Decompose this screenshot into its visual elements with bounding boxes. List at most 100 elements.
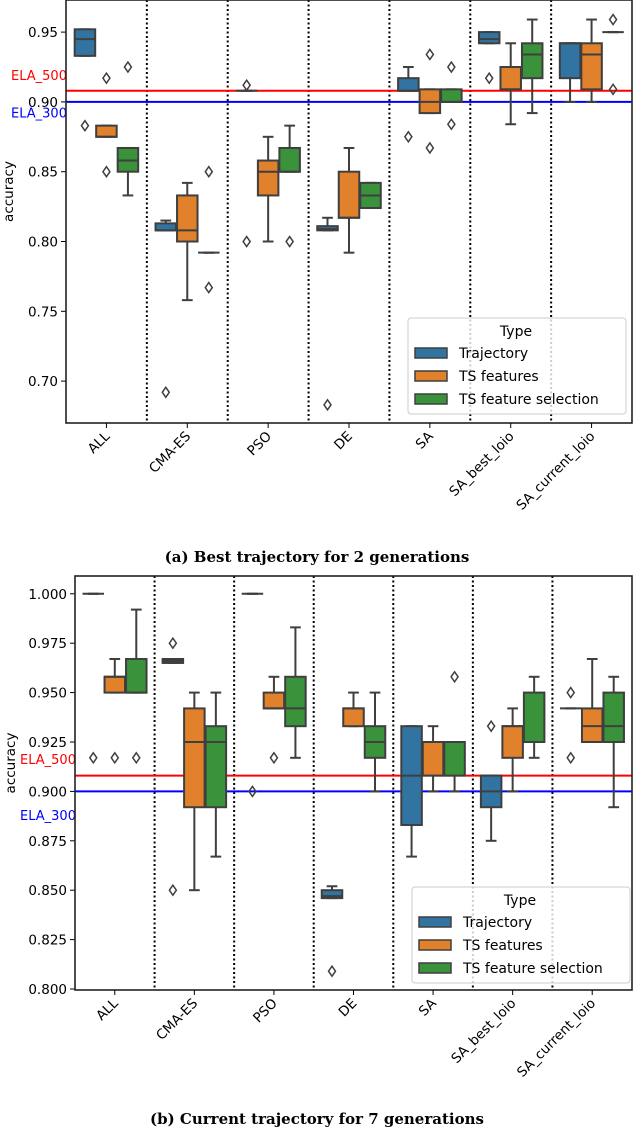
box-body bbox=[499, 66, 522, 91]
outlier-marker bbox=[123, 60, 133, 74]
x-tick-label: SA_current_loio bbox=[513, 429, 598, 514]
box-body bbox=[204, 725, 228, 809]
x-tick-label: CMA-ES bbox=[146, 429, 194, 477]
y-tick-label: 1.000 bbox=[28, 587, 67, 603]
legend-swatch bbox=[418, 916, 452, 928]
outlier-marker bbox=[323, 398, 332, 412]
box-ts-features-all bbox=[103, 657, 127, 765]
y-tick-label: 0.85 bbox=[28, 165, 58, 181]
box-ts-features-pso bbox=[256, 135, 280, 243]
outlier-marker bbox=[269, 751, 279, 765]
box-body bbox=[262, 691, 286, 710]
outlier-marker bbox=[450, 670, 459, 684]
outlier-marker bbox=[242, 235, 252, 248]
outlier-marker bbox=[168, 636, 178, 650]
x-tick-label: SA_best_loio bbox=[446, 429, 517, 500]
box-ts-feature-selection-all bbox=[125, 608, 148, 765]
box-ts-feature-selection-sa_current_loio bbox=[602, 13, 624, 96]
box-body bbox=[421, 740, 445, 777]
box-body bbox=[284, 675, 307, 728]
box-trajectory-all bbox=[82, 592, 105, 765]
outlier-marker bbox=[168, 883, 178, 897]
box-body bbox=[278, 146, 301, 173]
legend-frame bbox=[411, 886, 631, 984]
y-tick-label: 0.850 bbox=[28, 883, 67, 899]
y-tick-label: 0.75 bbox=[28, 304, 58, 320]
box-body bbox=[125, 657, 148, 694]
outlier-marker bbox=[484, 71, 494, 85]
chart-panel-2: 0.800 0.825 0.850 0.875 0.900 0.925 0.950 0.975… bbox=[3, 575, 633, 1128]
legend: Type Trajectory TS features TS feature sele… bbox=[411, 886, 631, 984]
y-tick-label: 0.825 bbox=[28, 933, 67, 949]
box-body bbox=[440, 88, 463, 103]
x-tick-label: SA_best_loio bbox=[448, 996, 519, 1067]
box-body bbox=[522, 691, 546, 743]
box-ts-features-pso bbox=[262, 675, 286, 765]
box-body bbox=[154, 222, 178, 232]
box-body bbox=[558, 42, 582, 80]
box-trajectory-sa bbox=[397, 66, 420, 144]
box-trajectory-sa bbox=[400, 725, 423, 858]
outlier-marker bbox=[131, 751, 141, 765]
outlier-marker bbox=[88, 751, 98, 765]
box-ts-feature-selection-pso bbox=[278, 124, 301, 248]
box-body bbox=[256, 159, 280, 197]
x-tick-label: DE bbox=[336, 996, 361, 1021]
box-trajectory-cma-es bbox=[154, 219, 178, 399]
outlier-marker bbox=[285, 235, 295, 248]
legend-title: Type bbox=[499, 324, 532, 340]
legend-swatch bbox=[414, 370, 448, 382]
outlier-marker bbox=[110, 751, 120, 765]
reference-label-ela_500: ELA_500 bbox=[11, 69, 67, 84]
box-ts-features-sa bbox=[418, 48, 442, 155]
box-ts-feature-selection-sa bbox=[443, 670, 466, 793]
box-trajectory-pso bbox=[241, 592, 264, 798]
y-tick-label: 0.800 bbox=[28, 982, 67, 998]
box-ts-feature-selection-cma-es bbox=[204, 691, 228, 858]
x-tick-label: PSO bbox=[250, 996, 281, 1027]
box-trajectory-pso bbox=[235, 78, 258, 248]
box-body bbox=[602, 691, 625, 743]
x-tick-label: PSO bbox=[244, 429, 275, 460]
box-ts-feature-selection-pso bbox=[284, 626, 307, 759]
outlier-marker bbox=[608, 83, 618, 96]
legend-label: TS features bbox=[462, 938, 543, 954]
box-body bbox=[397, 77, 420, 92]
x-tick-label: SA bbox=[413, 428, 438, 453]
outlier-marker bbox=[102, 165, 111, 179]
y-tick-label: 0.80 bbox=[28, 235, 58, 251]
box-body bbox=[337, 170, 361, 219]
box-ts-features-sa_best_loio bbox=[501, 707, 524, 793]
box-ts-features-de bbox=[337, 146, 361, 254]
chart-panel-1: 0.70 0.75 0.80 0.85 0.90 0.95 accuracy ELA_500 E… bbox=[1, 0, 633, 566]
box-body bbox=[95, 124, 118, 138]
y-tick-label: 0.90 bbox=[28, 95, 58, 111]
box-ts-feature-selection-sa bbox=[440, 60, 463, 131]
box-body bbox=[477, 31, 501, 45]
outlier-marker bbox=[425, 48, 435, 61]
legend-swatch bbox=[414, 347, 448, 359]
legend: Type Trajectory TS features TS feature sele… bbox=[407, 317, 627, 415]
y-tick-label: 0.950 bbox=[28, 686, 67, 702]
box-trajectory-de bbox=[316, 216, 339, 412]
outlier-marker bbox=[608, 13, 618, 26]
legend-label: Trajectory bbox=[458, 346, 528, 362]
box-trajectory-all bbox=[73, 28, 97, 132]
outlier-marker bbox=[80, 119, 90, 132]
figure-caption: (a) Best trajectory for 2 generations bbox=[165, 548, 470, 566]
y-tick-label: 0.900 bbox=[28, 784, 67, 800]
box-ts-features-sa bbox=[421, 725, 445, 793]
box-ts-features-sa_current_loio bbox=[580, 18, 603, 103]
x-tick-label: CMA-ES bbox=[153, 996, 201, 1044]
y-tick-label: 0.925 bbox=[28, 735, 67, 751]
box-trajectory-sa_current_loio bbox=[558, 42, 582, 103]
box-ts-feature-selection-sa_current_loio bbox=[602, 675, 625, 809]
box-ts-features-sa_best_loio bbox=[499, 42, 522, 126]
y-tick-label: 0.70 bbox=[28, 374, 58, 390]
y-tick-label: 0.975 bbox=[28, 636, 67, 652]
box-body bbox=[520, 42, 544, 80]
reference-label-ela_500: ELA_500 bbox=[20, 753, 76, 768]
legend-label: TS features bbox=[458, 369, 539, 385]
box-body bbox=[443, 740, 466, 777]
legend-label: TS feature selection bbox=[462, 961, 603, 977]
